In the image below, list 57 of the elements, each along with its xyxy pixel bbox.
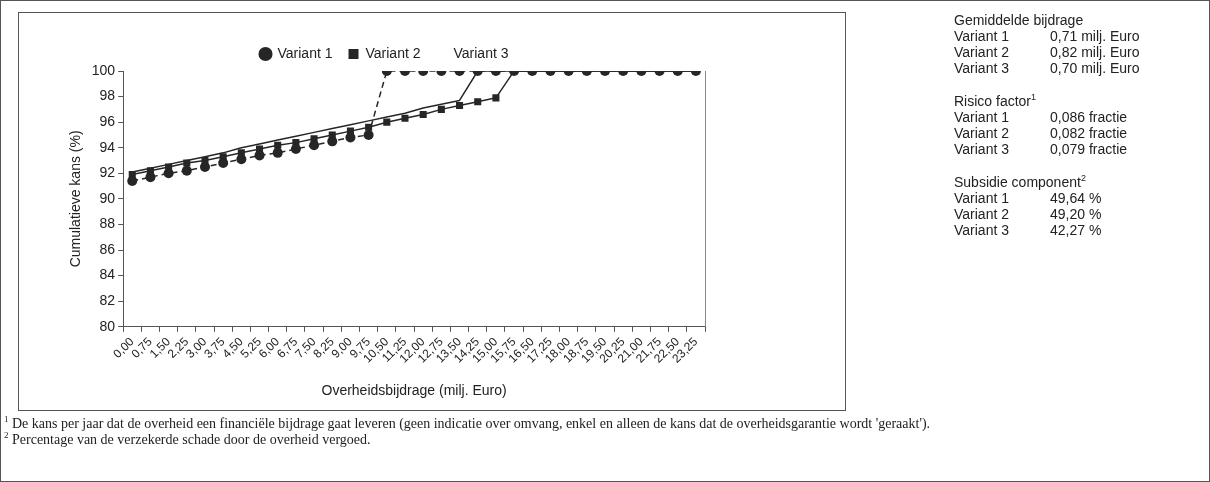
point [474,98,482,106]
legend-label: Variant 2 [365,44,421,61]
series-label: Variant 3 [453,44,509,61]
y-axis-title: Cumulatieve kans (%) [67,130,84,268]
y-tick-label: 98 [99,87,116,104]
y-tick-label: 84 [99,266,116,283]
point [236,154,247,165]
text: Variant 1 [954,28,1010,44]
text: 49,20 % [1050,206,1102,222]
point [272,147,283,158]
point [218,158,229,169]
point [181,165,192,176]
text: 0,079 fractie [1050,141,1128,157]
point [492,94,500,102]
text: $^{2}$ Percentage van de verzekerde schade door de overheid vergoed. [4,430,372,448]
y-tick-label: 100 [91,61,116,78]
point [309,140,320,151]
text: Variant 1 [954,190,1010,206]
text: Variant 3 [954,60,1010,76]
point [290,144,301,155]
point [254,150,265,161]
text: 0,086 fractie [1050,109,1128,125]
point [419,110,427,119]
text: 0,82 milj. Euro [1050,44,1140,60]
x-axis-title: Overheidsbijdrage (milj. Euro) [321,382,507,399]
point [145,172,156,183]
point [437,105,445,113]
text: 0,71 milj. Euro [1050,28,1140,44]
text: 42,27 % [1050,222,1102,238]
point [363,129,374,140]
point [327,136,338,147]
text: Subsidie component$^{2}$ [954,173,1087,190]
text: Variant 2 [954,44,1010,60]
y-tick-label: 86 [99,240,116,257]
text: Risico factor$^{1}$ [954,92,1038,109]
y-tick-label: 96 [99,113,116,130]
point [456,102,464,110]
point [163,168,174,179]
point [383,118,391,126]
text: Variant 1 [954,109,1010,125]
y-tick-label: 94 [99,138,116,155]
text: 49,64 % [1050,190,1102,206]
legend-label: Variant 1 [277,44,333,61]
y-tick-label: 90 [99,189,116,206]
text: Variant 2 [954,206,1010,222]
y-tick-label: 92 [99,164,116,181]
y-tick-label: 82 [99,292,116,309]
text: Variant 2 [954,125,1010,141]
text: Variant 3 [954,222,1010,238]
text: 0,082 fractie [1050,125,1128,141]
text: $^{1}$ De kans per jaar dat de overheid een financiële bijdrage gaat leveren (geen indicatie over omvang, enkel en alleen de kans dat de overheidsgarantie wordt 'geraakt'). [4,414,931,431]
text: Variant 3 [954,141,1010,157]
y-tick-label: 88 [99,215,116,232]
y-tick-label: 80 [99,317,116,334]
text: Gemiddelde bijdrage [954,12,1085,28]
point [401,114,409,122]
text: 0,70 milj. Euro [1050,60,1140,76]
